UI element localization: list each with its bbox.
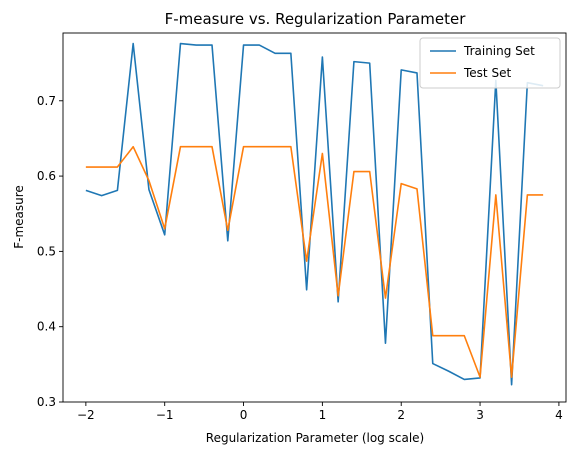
legend: Training Set Test Set (419, 37, 561, 89)
plot-frame (62, 32, 567, 403)
x-tick-label: −2 (77, 408, 95, 422)
x-tick-label: −1 (156, 408, 174, 422)
series-line-0 (85, 42, 544, 386)
x-tick-label: 3 (476, 408, 484, 422)
x-tick-label: 4 (555, 408, 563, 422)
series-line-1 (85, 145, 544, 378)
plot-area (62, 32, 567, 403)
y-tick-label: 0.4 (37, 320, 56, 334)
y-tick-label: 0.5 (37, 244, 56, 258)
legend-label-1: Test Set (463, 66, 511, 80)
chart-title: F-measure vs. Regularization Parameter (165, 10, 467, 28)
x-tick-label: 1 (319, 408, 327, 422)
y-axis-label: F-measure (12, 185, 26, 249)
x-axis-label: Regularization Parameter (log scale) (206, 431, 424, 445)
x-tick-label: 0 (240, 408, 248, 422)
y-axis: 0.3 0.4 0.5 0.6 0.7 (37, 94, 63, 409)
legend-label-0: Training Set (463, 44, 535, 58)
x-tick-label: 2 (397, 408, 405, 422)
y-tick-label: 0.7 (37, 94, 56, 108)
y-tick-label: 0.3 (37, 395, 56, 409)
x-axis: −2 −1 0 1 2 3 4 (77, 402, 563, 422)
y-tick-label: 0.6 (37, 169, 56, 183)
